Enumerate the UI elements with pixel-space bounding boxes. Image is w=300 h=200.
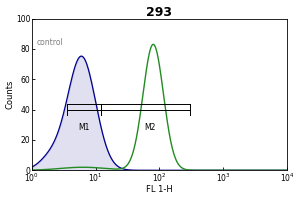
X-axis label: FL 1-H: FL 1-H <box>146 185 173 194</box>
Text: M1: M1 <box>78 123 89 132</box>
Text: M2: M2 <box>145 123 156 132</box>
Text: control: control <box>37 38 64 47</box>
Y-axis label: Counts: Counts <box>6 80 15 109</box>
Title: 293: 293 <box>146 6 172 19</box>
